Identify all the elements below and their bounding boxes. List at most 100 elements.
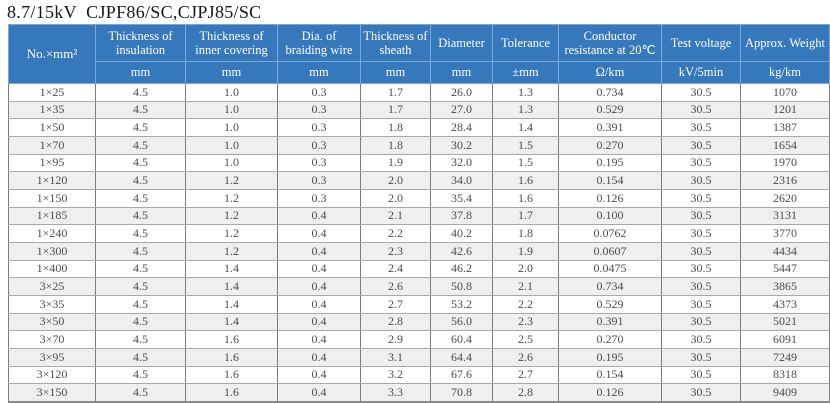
cell: 42.6	[430, 241, 493, 261]
cell: 0.4	[277, 294, 361, 314]
cell: 0.3	[277, 83, 361, 102]
table-row: 1×185 4.5 1.2 0.4 2.1 37.8 1.7 0.100 30.5 3131	[8, 206, 830, 226]
cell: 0.195	[558, 347, 662, 367]
column-header: Test voltage	[661, 24, 741, 62]
table-row: 1×50 4.5 1.0 0.3 1.8 28.4 1.4 0.391 30.5 1387	[8, 118, 830, 137]
cell: 0.3	[277, 153, 361, 173]
cell: 4.5	[95, 224, 186, 243]
cell: 0.529	[558, 100, 662, 120]
column-unit: mm	[360, 61, 431, 84]
cell: 4.5	[95, 118, 186, 137]
column-unit: kg/km	[740, 61, 830, 84]
cell: 1.6	[185, 347, 278, 367]
cell: 1.4	[492, 118, 559, 137]
cell: 1.6	[185, 365, 278, 385]
header-row-units: mm mm mm mm mm ±mm Ω/km kV/5min kg/km	[9, 61, 830, 84]
cell: 46.2	[430, 259, 493, 279]
cell: 0.734	[558, 277, 662, 296]
cell: 1.6	[492, 171, 559, 190]
cell: 0.4	[277, 259, 361, 279]
cell: 2.8	[360, 312, 431, 332]
cell: 34.0	[430, 171, 493, 190]
cell: 1.2	[185, 241, 278, 261]
table-row: 3×70 4.5 1.6 0.4 2.9 60.4 2.5 0.270 30.5 6091	[8, 330, 830, 349]
cell: 4.5	[95, 330, 186, 349]
column-header: Thickness of inner covering	[185, 24, 278, 62]
cell: 2.4	[360, 259, 431, 279]
cell: 0.0607	[558, 241, 662, 261]
cell: 1.2	[185, 224, 278, 243]
cell: 0.3	[277, 171, 361, 190]
row-size-label: 1×300	[8, 241, 96, 261]
table-row: 1×400 4.5 1.4 0.4 2.4 46.2 2.0 0.0475 30.5 5447	[8, 259, 830, 279]
cell: 2.7	[492, 365, 559, 385]
column-unit: mm	[185, 61, 278, 84]
table-row: 1×95 4.5 1.0 0.3 1.9 32.0 1.5 0.195 30.5 1970	[8, 153, 830, 173]
cell: 1.5	[492, 153, 559, 173]
spec-table: No.×mm² Thickness of insulation Thickness …	[8, 24, 830, 403]
cell: 1201	[740, 100, 830, 120]
cell: 32.0	[430, 153, 493, 173]
cell: 2.6	[492, 347, 559, 367]
cell: 4.5	[95, 83, 186, 102]
cell: 1387	[740, 118, 830, 137]
cell: 7249	[740, 347, 830, 367]
cell: 40.2	[430, 224, 493, 243]
cell: 30.5	[661, 330, 741, 349]
cell: 2.1	[360, 206, 431, 226]
cell: 0.270	[558, 330, 662, 349]
column-unit: Ω/km	[558, 61, 662, 84]
table-row: 3×50 4.5 1.4 0.4 2.8 56.0 2.3 0.391 30.5 5021	[8, 312, 830, 332]
cell: 1.0	[185, 153, 278, 173]
cell: 30.5	[661, 171, 741, 190]
cell: 3.2	[360, 365, 431, 385]
cell: 56.0	[430, 312, 493, 332]
cell: 30.5	[661, 83, 741, 102]
cell: 1.2	[185, 188, 278, 208]
row-size-label: 1×400	[8, 259, 96, 279]
cell: 27.0	[430, 100, 493, 120]
row-size-label: 3×95	[8, 347, 96, 367]
column-unit: mm	[95, 61, 186, 84]
cell: 2.9	[360, 330, 431, 349]
row-size-label: 3×120	[8, 365, 96, 385]
cell: 30.5	[661, 277, 741, 296]
cell: 3131	[740, 206, 830, 226]
cell: 0.4	[277, 224, 361, 243]
table-row: 3×120 4.5 1.6 0.4 3.2 67.6 2.7 0.154 30.5 8318	[8, 365, 830, 385]
cell: 2.5	[492, 330, 559, 349]
cell: 1.3	[492, 100, 559, 120]
cell: 2620	[740, 188, 830, 208]
cell: 50.8	[430, 277, 493, 296]
cell: 30.5	[661, 100, 741, 120]
cell: 26.0	[430, 83, 493, 102]
row-size-label: 1×95	[8, 153, 96, 173]
cell: 3865	[740, 277, 830, 296]
row-size-label: 3×150	[8, 383, 96, 403]
cell: 6091	[740, 330, 830, 349]
column-header: Dia. of braiding wire	[277, 24, 361, 62]
cell: 2.3	[492, 312, 559, 332]
cell: 4373	[740, 294, 830, 314]
spec-table-body: 1×25 4.5 1.0 0.3 1.7 26.0 1.3 0.734 30.5 1070 1×35…	[8, 83, 830, 403]
cell: 1.8	[360, 135, 431, 155]
cell: 4.5	[95, 135, 186, 155]
table-row: 3×35 4.5 1.4 0.4 2.7 53.2 2.2 0.529 30.5 4373	[8, 294, 830, 314]
header-row-labels: No.×mm² Thickness of insulation Thickness …	[8, 24, 830, 84]
cell: 2.7	[360, 294, 431, 314]
row-size-label: 1×25	[8, 83, 96, 102]
cell: 1.2	[185, 171, 278, 190]
cell: 1.4	[185, 259, 278, 279]
column-header: Conductor resistance at 20℃	[558, 24, 662, 62]
table-row: 1×120 4.5 1.2 0.3 2.0 34.0 1.6 0.154 30.5 2316	[8, 171, 830, 190]
column-unit: mm	[430, 61, 493, 84]
column-header: Diameter	[430, 24, 493, 62]
cell: 1.6	[185, 330, 278, 349]
cell: 1.0	[185, 83, 278, 102]
cell: 30.5	[661, 294, 741, 314]
cell: 1.7	[492, 206, 559, 226]
cell: 30.5	[661, 347, 741, 367]
column-header: Approx. Weight	[740, 24, 830, 62]
cell: 0.0762	[558, 224, 662, 243]
